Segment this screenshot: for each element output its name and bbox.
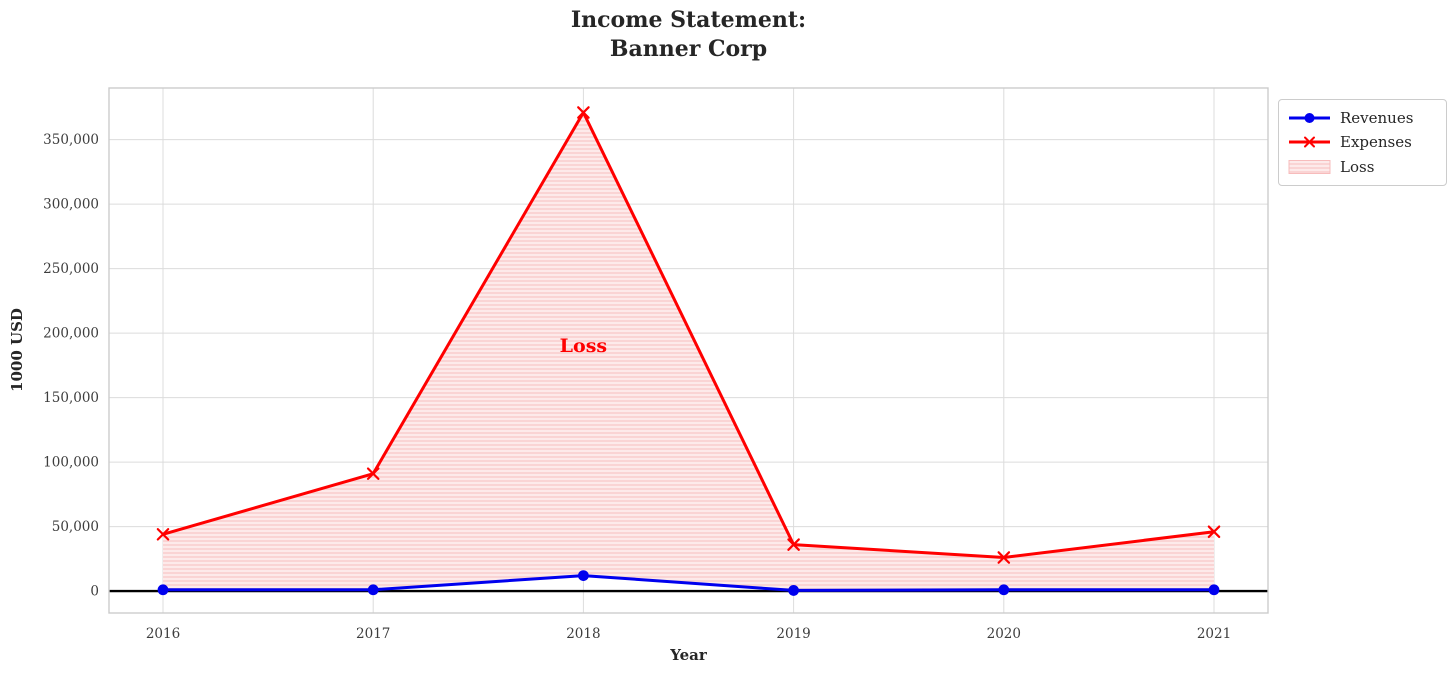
- svg-text:2019: 2019: [776, 626, 810, 642]
- svg-text:150,000: 150,000: [43, 390, 99, 406]
- y-axis-label: 1000 USD: [8, 308, 26, 392]
- expenses-line-icon: [1289, 136, 1330, 148]
- svg-text:2016: 2016: [146, 626, 180, 642]
- svg-text:350,000: 350,000: [43, 132, 99, 148]
- legend-label-expenses: Expenses: [1340, 133, 1412, 152]
- svg-text:2020: 2020: [987, 626, 1021, 642]
- revenues-line-icon: [1289, 113, 1330, 124]
- svg-text:2017: 2017: [356, 626, 390, 642]
- svg-text:2021: 2021: [1197, 626, 1231, 642]
- legend: Revenues Expenses Loss: [1278, 99, 1447, 186]
- chart-title: Income Statement: Banner Corp: [109, 6, 1268, 64]
- chart-title-line2: Banner Corp: [609, 36, 768, 62]
- svg-text:50,000: 50,000: [52, 519, 99, 535]
- svg-text:0: 0: [90, 584, 99, 600]
- chart-title-line1: Income Statement:: [570, 7, 807, 33]
- legend-item-revenues: Revenues: [1288, 106, 1437, 130]
- svg-text:200,000: 200,000: [43, 326, 99, 342]
- x-axis-label: Year: [670, 646, 707, 664]
- svg-text:Loss: Loss: [560, 335, 607, 357]
- svg-text:300,000: 300,000: [43, 197, 99, 213]
- legend-item-expenses: Expenses: [1288, 130, 1437, 154]
- legend-label-revenues: Revenues: [1340, 109, 1414, 128]
- svg-text:100,000: 100,000: [43, 455, 99, 471]
- legend-item-loss: Loss: [1288, 155, 1437, 179]
- svg-text:2018: 2018: [566, 626, 600, 642]
- svg-text:250,000: 250,000: [43, 261, 99, 277]
- legend-label-loss: Loss: [1340, 157, 1375, 176]
- loss-patch-icon: [1288, 159, 1331, 174]
